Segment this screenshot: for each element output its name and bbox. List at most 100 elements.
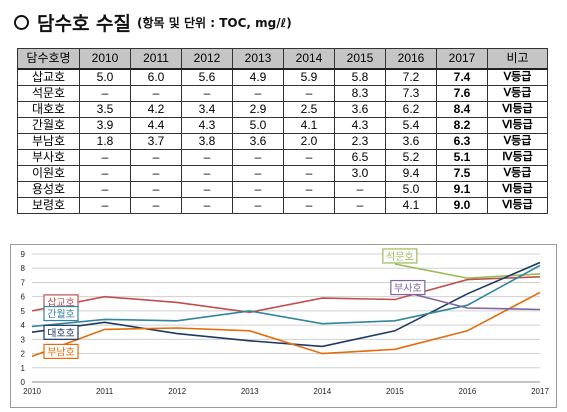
toc-value-cell: 5.8 bbox=[334, 68, 386, 86]
lake-name-cell: 삽교호 bbox=[17, 68, 80, 86]
header-cell: 2016 bbox=[385, 48, 437, 70]
x-tick-label: 2010 bbox=[23, 387, 41, 396]
y-tick-label: 8 bbox=[21, 264, 26, 273]
grade-cell: Ⅴ등급 bbox=[487, 165, 548, 182]
toc-value-cell: 2.3 bbox=[334, 133, 386, 150]
x-tick-label: 2012 bbox=[168, 387, 186, 396]
toc-value-cell: 4.1 bbox=[283, 117, 335, 134]
y-tick-label: 7 bbox=[21, 278, 26, 287]
page-title-main: 담수호 수질 bbox=[37, 12, 132, 35]
table-row: 부남호 1.8 3.7 3.8 3.6 2.0 2.3 3.6 6.3 Ⅴ등급 bbox=[17, 133, 548, 150]
toc-value-cell: 2.0 bbox=[283, 133, 335, 150]
header-cell: 2015 bbox=[334, 48, 386, 70]
toc-value-cell: – bbox=[79, 181, 131, 198]
toc-value-cell: – bbox=[283, 149, 335, 166]
header-cell: 2011 bbox=[130, 48, 182, 70]
lake-name-cell: 부남호 bbox=[17, 133, 80, 150]
x-tick-label: 2013 bbox=[241, 387, 259, 396]
toc-value-cell: 4.9 bbox=[232, 68, 284, 86]
toc-value-cell: 7.2 bbox=[385, 68, 437, 86]
toc-value-cell: 5.2 bbox=[385, 149, 437, 166]
toc-value-cell: – bbox=[79, 165, 131, 182]
lake-name-cell: 부사호 bbox=[17, 149, 80, 166]
toc-value-cell: 9.4 bbox=[385, 165, 437, 182]
toc-value-cell: – bbox=[181, 85, 233, 102]
toc-value-cell: 7.4 bbox=[436, 68, 488, 86]
toc-value-cell: 3.0 bbox=[334, 165, 386, 182]
series-line-1 bbox=[394, 263, 541, 280]
header-cell: 담수호명 bbox=[17, 48, 80, 70]
toc-value-cell: 8.3 bbox=[334, 85, 386, 102]
page-title: 담수호 수질 (항목 및 단위 : TOC, mg/ℓ) bbox=[14, 8, 292, 36]
y-tick-label: 9 bbox=[21, 250, 26, 259]
series-line-3 bbox=[31, 264, 541, 328]
toc-value-cell: 3.5 bbox=[79, 101, 131, 118]
y-tick-label: 6 bbox=[21, 293, 26, 302]
y-tick-label: 0 bbox=[21, 378, 26, 387]
toc-value-cell: 8.4 bbox=[436, 101, 488, 118]
lake-name-cell: 간월호 bbox=[17, 117, 80, 134]
series-label-box bbox=[382, 248, 418, 264]
header-cell: 2012 bbox=[181, 48, 233, 70]
table-header-row: 담수호명 2010 2011 2012 2013 2014 2015 2016 … bbox=[17, 48, 548, 70]
series-line-2 bbox=[31, 261, 541, 348]
table-row: 대호호 3.5 4.2 3.4 2.9 2.5 3.6 6.2 8.4 Ⅵ등급 bbox=[17, 101, 548, 118]
toc-value-cell: – bbox=[283, 165, 335, 182]
grade-cell: Ⅴ등급 bbox=[487, 68, 548, 86]
toc-value-cell: 4.3 bbox=[334, 117, 386, 134]
toc-value-cell: 3.4 bbox=[181, 101, 233, 118]
grade-cell: Ⅵ등급 bbox=[487, 117, 548, 134]
water-quality-table: 담수호명 2010 2011 2012 2013 2014 2015 2016 … bbox=[17, 48, 548, 214]
series-label-box bbox=[43, 324, 79, 340]
y-tick-label: 5 bbox=[21, 307, 26, 316]
header-cell: 2017 bbox=[436, 48, 488, 70]
toc-value-cell: 3.6 bbox=[334, 101, 386, 118]
toc-value-cell: 4.3 bbox=[181, 117, 233, 134]
toc-value-cell: 4.2 bbox=[130, 101, 182, 118]
lake-name-cell: 보령호 bbox=[17, 197, 80, 214]
chart-frame bbox=[10, 244, 557, 408]
toc-value-cell: – bbox=[283, 181, 335, 198]
lake-name-cell: 대호호 bbox=[17, 101, 80, 118]
toc-value-cell: 5.4 bbox=[385, 117, 437, 134]
grade-cell: Ⅳ등급 bbox=[487, 149, 548, 166]
header-cell: 2014 bbox=[283, 48, 335, 70]
toc-value-cell: 6.5 bbox=[334, 149, 386, 166]
grade-cell: Ⅴ등급 bbox=[487, 133, 548, 150]
toc-value-cell: 2.9 bbox=[232, 101, 284, 118]
toc-value-cell: – bbox=[79, 149, 131, 166]
x-tick-label: 2014 bbox=[313, 387, 331, 396]
table-row: 이원호 – – – – –3.0 9.4 7.5 Ⅴ등급 bbox=[17, 165, 548, 182]
series-line-0 bbox=[31, 276, 541, 314]
table-row: 삽교호 5.0 6.0 5.6 4.9 5.9 5.8 7.2 7.4 Ⅴ등급 bbox=[17, 68, 548, 86]
x-tick-label: 2017 bbox=[531, 387, 549, 396]
toc-value-cell: 3.6 bbox=[232, 133, 284, 150]
toc-line-chart: 0 1 2 3 4 5 6 7 8 9 2010 2011 2012 2013 2014 2015 2016 20… bbox=[10, 244, 557, 408]
toc-value-cell: – bbox=[130, 181, 182, 198]
toc-value-cell: 3.9 bbox=[79, 117, 131, 134]
series-label-box bbox=[390, 279, 426, 296]
series-label: 석문호 bbox=[386, 251, 414, 263]
toc-value-cell: 5.1 bbox=[436, 149, 488, 166]
toc-value-cell: – bbox=[334, 197, 386, 214]
lake-name-cell: 이원호 bbox=[17, 165, 80, 182]
toc-value-cell: 5.9 bbox=[283, 68, 335, 86]
table-row: 간월호 3.9 4.4 4.3 5.0 4.1 4.3 5.4 8.2 Ⅵ등급 bbox=[17, 117, 548, 134]
toc-value-cell: – bbox=[232, 197, 284, 214]
toc-value-cell: – bbox=[334, 181, 386, 198]
toc-value-cell: – bbox=[232, 85, 284, 102]
x-tick-label: 2011 bbox=[96, 387, 114, 396]
series-label: 부남호 bbox=[47, 346, 75, 358]
series-label: 간월호 bbox=[47, 309, 75, 321]
toc-value-cell: – bbox=[130, 165, 182, 182]
toc-value-cell: 7.3 bbox=[385, 85, 437, 102]
toc-value-cell: 7.6 bbox=[436, 85, 488, 102]
x-tick-label: 2016 bbox=[459, 387, 477, 396]
toc-value-cell: – bbox=[283, 85, 335, 102]
series-label-box bbox=[43, 343, 79, 360]
toc-value-cell: – bbox=[79, 85, 131, 102]
series-label: 삽교호 bbox=[47, 297, 75, 309]
lake-name-cell: 석문호 bbox=[17, 85, 80, 102]
toc-value-cell: – bbox=[79, 197, 131, 214]
toc-value-cell: – bbox=[181, 149, 233, 166]
